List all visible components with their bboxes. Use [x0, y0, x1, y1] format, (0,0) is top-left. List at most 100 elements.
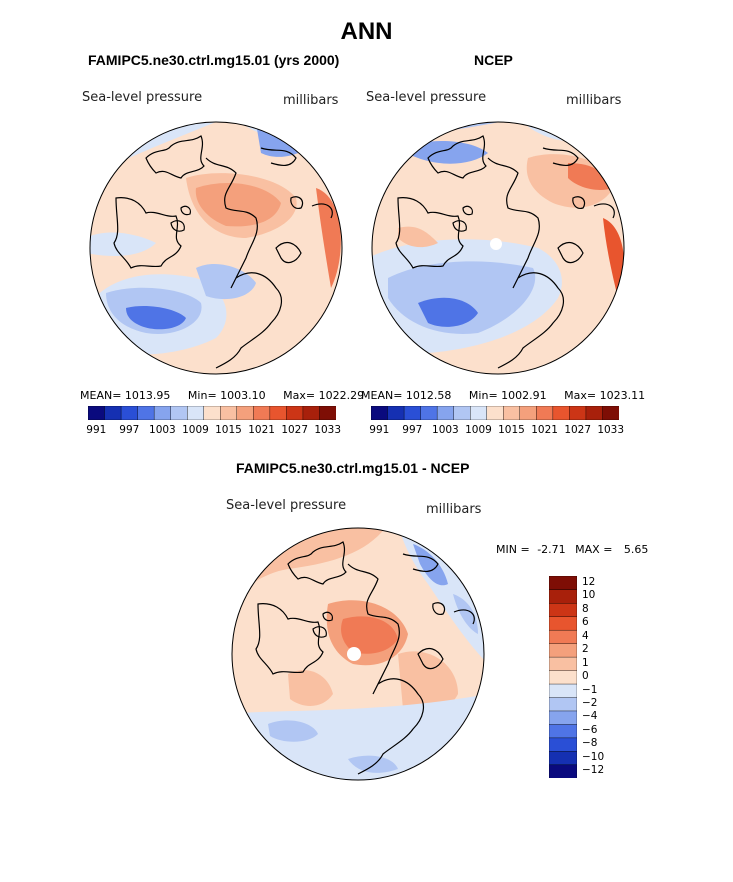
panel-2-polar-map	[371, 121, 625, 375]
panel-3-units-label: millibars	[426, 502, 482, 517]
panel-2-colorbar-cell	[420, 406, 438, 420]
panel-2-colorbar-tick-label: 1015	[498, 424, 525, 436]
panel-3-variable-label: Sea-level pressure	[226, 498, 347, 513]
panel-2-colorbar-cell	[453, 406, 471, 420]
panel-2-stats-line: MEAN= 1012.58 Min= 1002.91 Max= 1023.11	[361, 389, 645, 402]
panel-3-colorbar-tick-label: 2	[582, 643, 589, 656]
panel-3-colorbar-cell	[549, 764, 577, 778]
panel-2-colorbar-tick-label: 1003	[432, 424, 459, 436]
panel-2-colorbar-tick-label: 991	[369, 424, 390, 436]
panel-2-mean-label: MEAN=	[361, 389, 403, 402]
panel-2-colorbar-cell	[486, 406, 504, 420]
panel-3-colorbar-tick-label: −10	[582, 750, 605, 763]
panel-1-colorbar-cell	[220, 406, 238, 420]
panel-2-max-value: 1023.11	[599, 389, 646, 402]
panel-3-title: FAMIPC5.ne30.ctrl.mg15.01 - NCEP	[236, 460, 470, 476]
panel-2-colorbar-cell	[403, 406, 422, 420]
panel-3-colorbar-cell	[549, 683, 577, 698]
panel-3-colorbar-cell	[549, 723, 577, 739]
panel-3-colorbar-cell	[549, 616, 577, 631]
panel-1-colorbar-cell	[120, 406, 139, 420]
panel-2-title: NCEP	[474, 52, 513, 68]
panel-2-colorbar-cell	[371, 406, 389, 420]
panel-1-min-value: 1003.10	[220, 389, 266, 402]
panel-3-colorbar-tick-label: −6	[582, 723, 598, 736]
panel-1-max-value: 1022.29	[318, 389, 365, 402]
panel-1-colorbar-cell	[253, 406, 271, 420]
panel-3-colorbar-tick-label: 12	[582, 575, 596, 588]
panel-1-colorbar-cell	[88, 406, 106, 420]
panel-1-colorbar-tick-label: 1003	[149, 424, 176, 436]
panel-1-colorbar-cell	[203, 406, 221, 420]
panel-2-colorbar-tick-label: 997	[402, 424, 423, 436]
panel-3-colorbar-tick-label: 10	[582, 589, 596, 602]
panel-1-colorbar-cell	[236, 406, 254, 420]
panel-2-colorbar	[371, 406, 619, 420]
panel-3-min-label: MIN =	[496, 543, 530, 556]
panel-2-max-label: Max=	[564, 389, 597, 402]
panel-2-mean-value: 1012.58	[405, 389, 452, 402]
panel-3-colorbar-cell	[549, 737, 577, 752]
panel-1-colorbar-tick-label: 997	[119, 424, 140, 436]
panel-2-colorbar-tick-label: 1021	[531, 424, 558, 436]
panel-2-colorbar-cell	[436, 406, 455, 420]
panel-2-min-label: Min=	[468, 389, 498, 402]
panel-2-colorbar-cell	[519, 406, 537, 420]
panel-1-colorbar-tick-label: 1027	[281, 424, 309, 436]
panel-3-colorbar-cell	[549, 750, 577, 766]
panel-1-colorbar-tick-label: 991	[86, 424, 107, 436]
panel-3-colorbar-ticks: 12 10 8 6 4 2 1 0 −1 −2 −4 −6 −8 −10 −12	[582, 576, 622, 778]
panel-1-colorbar-cell	[137, 406, 155, 420]
panel-3-colorbar-cell	[549, 710, 577, 725]
panel-2-colorbar-cell	[536, 406, 554, 420]
panel-2-colorbar-cell	[552, 406, 570, 420]
panel-3-colorbar	[549, 576, 577, 778]
panel-1-polar-map	[89, 121, 343, 375]
panel-2-colorbar-cell	[585, 406, 603, 420]
panel-1-colorbar-tick-label: 1015	[215, 424, 242, 436]
panel-1-mean-label: MEAN=	[80, 389, 122, 402]
panel-1-colorbar-cell	[104, 406, 122, 420]
panel-3-colorbar-tick-label: 8	[582, 602, 589, 615]
panel-2-variable-label: Sea-level pressure	[366, 90, 487, 105]
panel-1-max-label: Max=	[283, 389, 316, 402]
panel-3-max-value: 5.65	[623, 543, 649, 556]
panel-3-polar-map	[231, 527, 485, 781]
panel-3-colorbar-cell	[549, 576, 577, 590]
panel-1-colorbar-tick-label: 1009	[182, 424, 209, 436]
panel-3-colorbar-cell	[549, 670, 577, 685]
panel-3-colorbar-cell	[549, 656, 577, 671]
panel-1-mean-value: 1013.95	[124, 389, 171, 402]
panel-3-colorbar-tick-label: −2	[582, 696, 598, 709]
panel-1-colorbar-ticks: 991 997 1003 1009 1015 1021 1027 1033	[86, 424, 341, 438]
panel-1-colorbar-cell	[170, 406, 188, 420]
panel-1-min-label: Min=	[187, 389, 217, 402]
panel-2-colorbar-ticks: 991 997 1003 1009 1015 1021 1027 1033	[369, 424, 624, 438]
panel-2-colorbar-cell	[469, 406, 488, 420]
panel-2-colorbar-cell	[569, 406, 587, 420]
panel-1-colorbar-cell	[302, 406, 320, 420]
panel-3-colorbar-tick-label: 1	[582, 656, 589, 669]
panel-3-colorbar-cell	[549, 589, 577, 604]
panel-1-colorbar-cell	[153, 406, 172, 420]
panel-3-colorbar-tick-label: −12	[582, 764, 605, 777]
panel-1-colorbar	[88, 406, 336, 420]
panel-2-min-value: 1002.91	[501, 389, 547, 402]
panel-1-colorbar-cell	[286, 406, 304, 420]
panel-2-colorbar-cell	[602, 406, 619, 420]
panel-3-max-label: MAX =	[575, 543, 613, 556]
panel-2-colorbar-cell	[387, 406, 405, 420]
panel-3-colorbar-tick-label: 6	[582, 616, 589, 629]
panel-1-units-label: millibars	[283, 93, 339, 108]
panel-3-colorbar-cell	[549, 602, 577, 617]
panel-3-colorbar-tick-label: −4	[582, 710, 598, 723]
panel-3-colorbar-cell	[549, 696, 577, 712]
panel-3-colorbar-cell	[549, 643, 577, 658]
panel-1-colorbar-tick-label: 1021	[248, 424, 275, 436]
panel-3-colorbar-tick-label: −8	[582, 737, 598, 750]
panel-3-colorbar-tick-label: 0	[582, 670, 589, 682]
panel-2-units-label: millibars	[566, 93, 622, 108]
panel-3-stats-line: MIN = -2.71 MAX = 5.65	[496, 543, 648, 556]
panel-1-stats-line: MEAN= 1013.95 Min= 1003.10 Max= 1022.29	[80, 389, 364, 402]
panel-1-colorbar-tick-label: 1033	[314, 424, 342, 436]
